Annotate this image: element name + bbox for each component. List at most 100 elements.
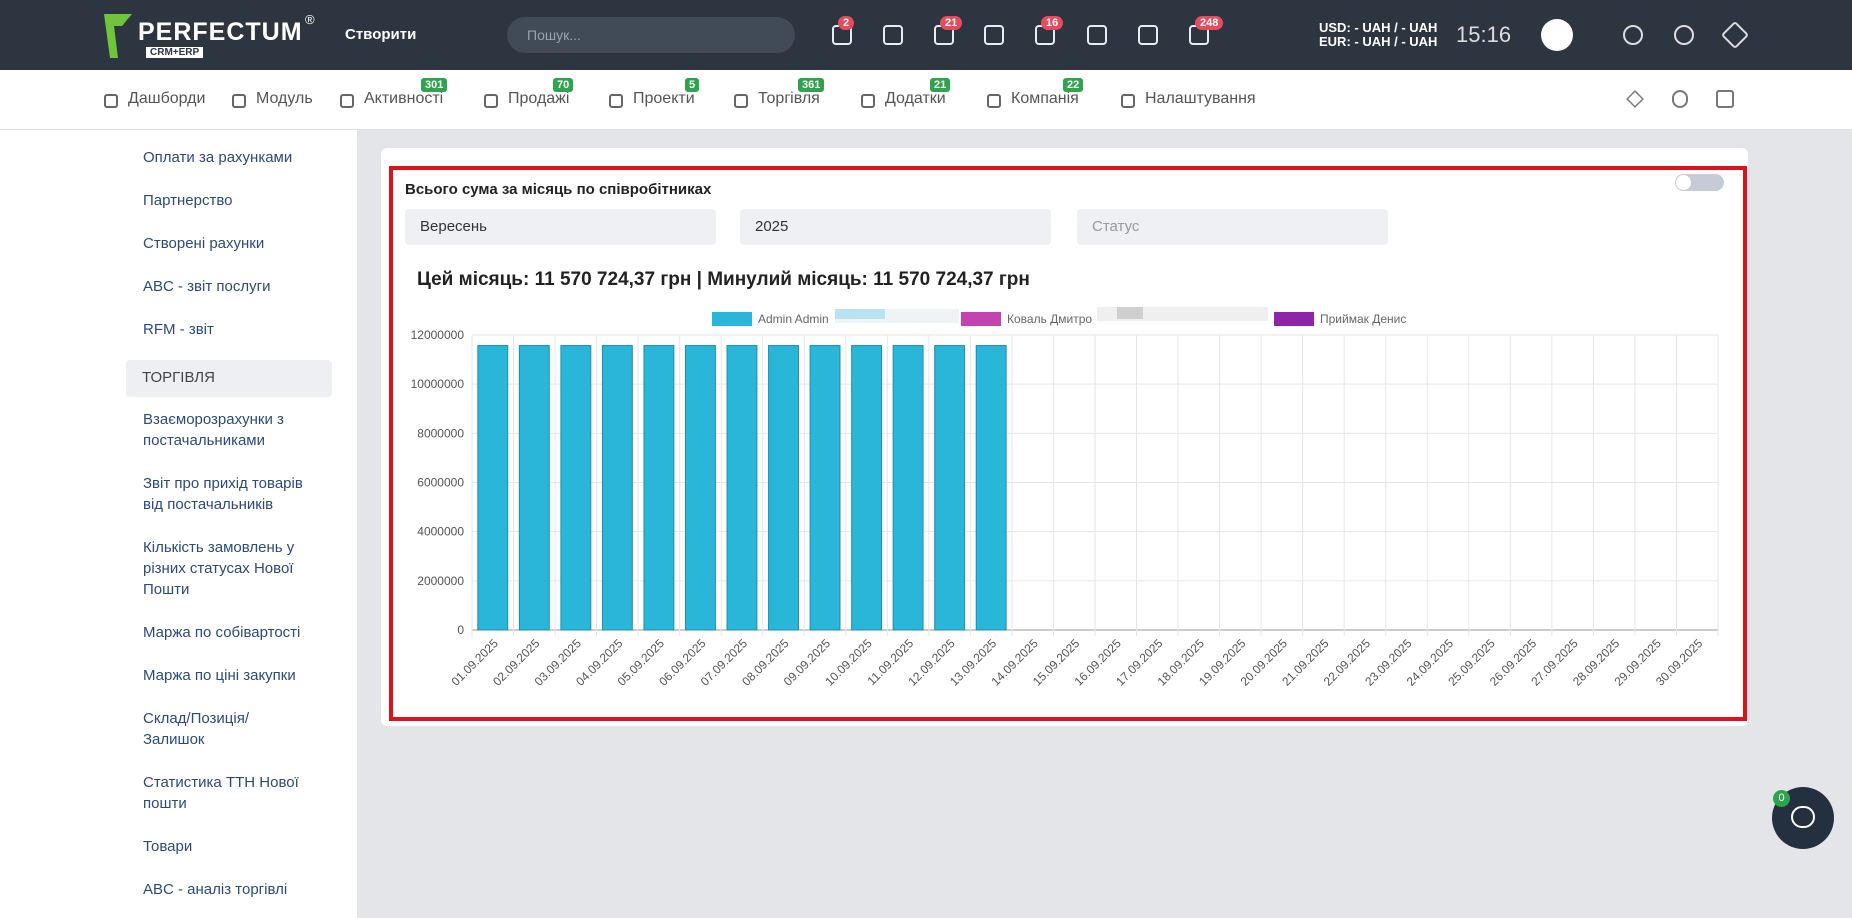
bar <box>518 345 550 631</box>
badge: 248 <box>1195 16 1224 30</box>
legend-label: Коваль Дмитро <box>1007 312 1092 326</box>
badge: 16 <box>1041 16 1064 30</box>
filter-select[interactable]: Вересень <box>405 209 716 245</box>
bar <box>684 345 716 631</box>
legend-swatch <box>961 312 1001 326</box>
nav-item[interactable]: Активності <box>364 90 444 107</box>
side-item[interactable]: Звіт про прихід товарів від постачальник… <box>143 475 303 513</box>
nav-item[interactable]: Торгівля <box>758 90 820 107</box>
nav-item[interactable]: Налаштування <box>1145 90 1256 107</box>
logo-icon <box>104 14 132 58</box>
logo-mark: ® <box>305 12 315 27</box>
star[interactable] <box>1716 90 1734 108</box>
nav-item[interactable]: Дашборди <box>128 90 206 107</box>
nav-icon <box>340 94 354 108</box>
nav-icon <box>1121 94 1135 108</box>
side-item[interactable]: RFM - звіт <box>143 321 214 338</box>
nav-badge: 21 <box>930 78 951 92</box>
bar <box>975 345 1007 631</box>
clock: 15:16 <box>1456 22 1512 47</box>
nav-icon <box>734 94 748 108</box>
nav-icon <box>987 94 1001 108</box>
legend-label: Приймак Денис <box>1320 312 1406 326</box>
side-item[interactable]: Взаєморозрахунки з постачальниками <box>143 411 284 449</box>
y-tick-label: 12000000 <box>411 328 465 342</box>
side-item[interactable]: Партнерство <box>143 192 233 209</box>
bar <box>477 345 509 631</box>
side-item[interactable]: Статистика ТТН Нової пошти <box>143 774 299 812</box>
side-item[interactable]: Маржа по собівартості <box>143 624 301 641</box>
filter-select[interactable]: Статус <box>1077 209 1388 245</box>
nav-badge: 361 <box>798 78 825 92</box>
nav-item[interactable]: Проекти <box>633 90 695 107</box>
bar <box>934 345 966 631</box>
nav-icon <box>104 94 118 108</box>
currency: USD: - UAH / - UAH EUR: - UAH / - UAH <box>1319 21 1437 49</box>
header-icon[interactable] <box>984 25 1004 45</box>
y-tick-label: 0 <box>457 623 464 637</box>
nav-item[interactable]: Компанія <box>1011 90 1079 107</box>
fire[interactable] <box>1672 90 1688 108</box>
nav-badge: 301 <box>421 78 448 92</box>
nav-badge: 70 <box>553 78 574 92</box>
side-item[interactable]: Маржа по ціні закупки <box>143 667 296 684</box>
nav-item[interactable]: Модуль <box>256 90 313 107</box>
nav-icon <box>484 94 498 108</box>
nav-icon <box>861 94 875 108</box>
side-item[interactable]: ABC - аналіз торгівлі <box>143 881 288 898</box>
nav-badge: 22 <box>1063 78 1084 92</box>
side-item[interactable]: Товари <box>143 838 193 855</box>
y-tick-label: 8000000 <box>417 426 464 440</box>
legend-blurred <box>835 309 885 319</box>
y-tick-label: 2000000 <box>417 574 464 588</box>
nav-icon <box>232 94 246 108</box>
summary: Цей місяць: 11 570 724,37 грн | Минулий … <box>417 269 1030 290</box>
bar <box>809 345 841 631</box>
side-item[interactable]: ABC - звіт послуги <box>143 278 271 295</box>
bar <box>851 345 883 631</box>
nav-item[interactable]: Додатки <box>885 90 946 107</box>
bar <box>601 345 633 631</box>
badge: 2 <box>838 16 855 30</box>
avatar[interactable] <box>1541 19 1573 51</box>
search[interactable]: Пошук... <box>507 17 795 53</box>
bar <box>643 345 675 631</box>
chart-title: Всього сума за місяць по співробітниках <box>405 181 712 198</box>
sidebar: Оплати за рахунками Партнерство Створені р… <box>0 130 357 918</box>
nav-bar: Дашборди Модуль Активності 301 Продажі 70 Прое… <box>0 70 1852 130</box>
help[interactable] <box>1674 25 1694 45</box>
side-item[interactable]: Створені рахунки <box>143 235 265 252</box>
side-item[interactable]: Кількість замовлень у різних статусах Но… <box>143 539 295 598</box>
side-section[interactable]: ТОРГІВЛЯ <box>126 360 332 397</box>
bar <box>726 345 758 631</box>
toggle[interactable] <box>1675 174 1724 191</box>
header-icon[interactable] <box>1138 25 1158 45</box>
power[interactable] <box>1623 25 1643 45</box>
bar <box>892 345 924 631</box>
logo: PERFECTUM <box>138 18 303 46</box>
bar <box>768 345 799 631</box>
create-menu[interactable]: Створити <box>345 26 417 43</box>
chat-badge: 0 <box>1773 790 1790 807</box>
filter-select[interactable]: 2025 <box>740 209 1051 245</box>
legend-blurred <box>1117 307 1143 319</box>
header-icon[interactable] <box>1087 25 1107 45</box>
header-icon[interactable] <box>883 25 903 45</box>
nav-badge: 5 <box>685 78 700 92</box>
top-bar: PERFECTUM ® CRM+ERP Створити Пошук... US… <box>0 0 1852 70</box>
badge: 21 <box>940 16 963 30</box>
usd: USD: - UAH / - UAH <box>1319 20 1438 35</box>
y-tick-label: 10000000 <box>411 377 465 391</box>
y-tick-label: 4000000 <box>417 525 464 539</box>
nav-item[interactable]: Продажі <box>508 90 570 107</box>
logo-sub: CRM+ERP <box>146 47 204 58</box>
y-tick-label: 6000000 <box>417 476 464 490</box>
legend-label: Admin Admin <box>758 312 829 326</box>
side-item[interactable]: Склад/Позиція/Залишок <box>143 710 250 748</box>
side-item[interactable]: Оплати за рахунками <box>143 149 293 166</box>
eur: EUR: - UAH / - UAH <box>1319 34 1438 49</box>
highlight <box>389 166 1747 721</box>
bar <box>560 345 592 631</box>
